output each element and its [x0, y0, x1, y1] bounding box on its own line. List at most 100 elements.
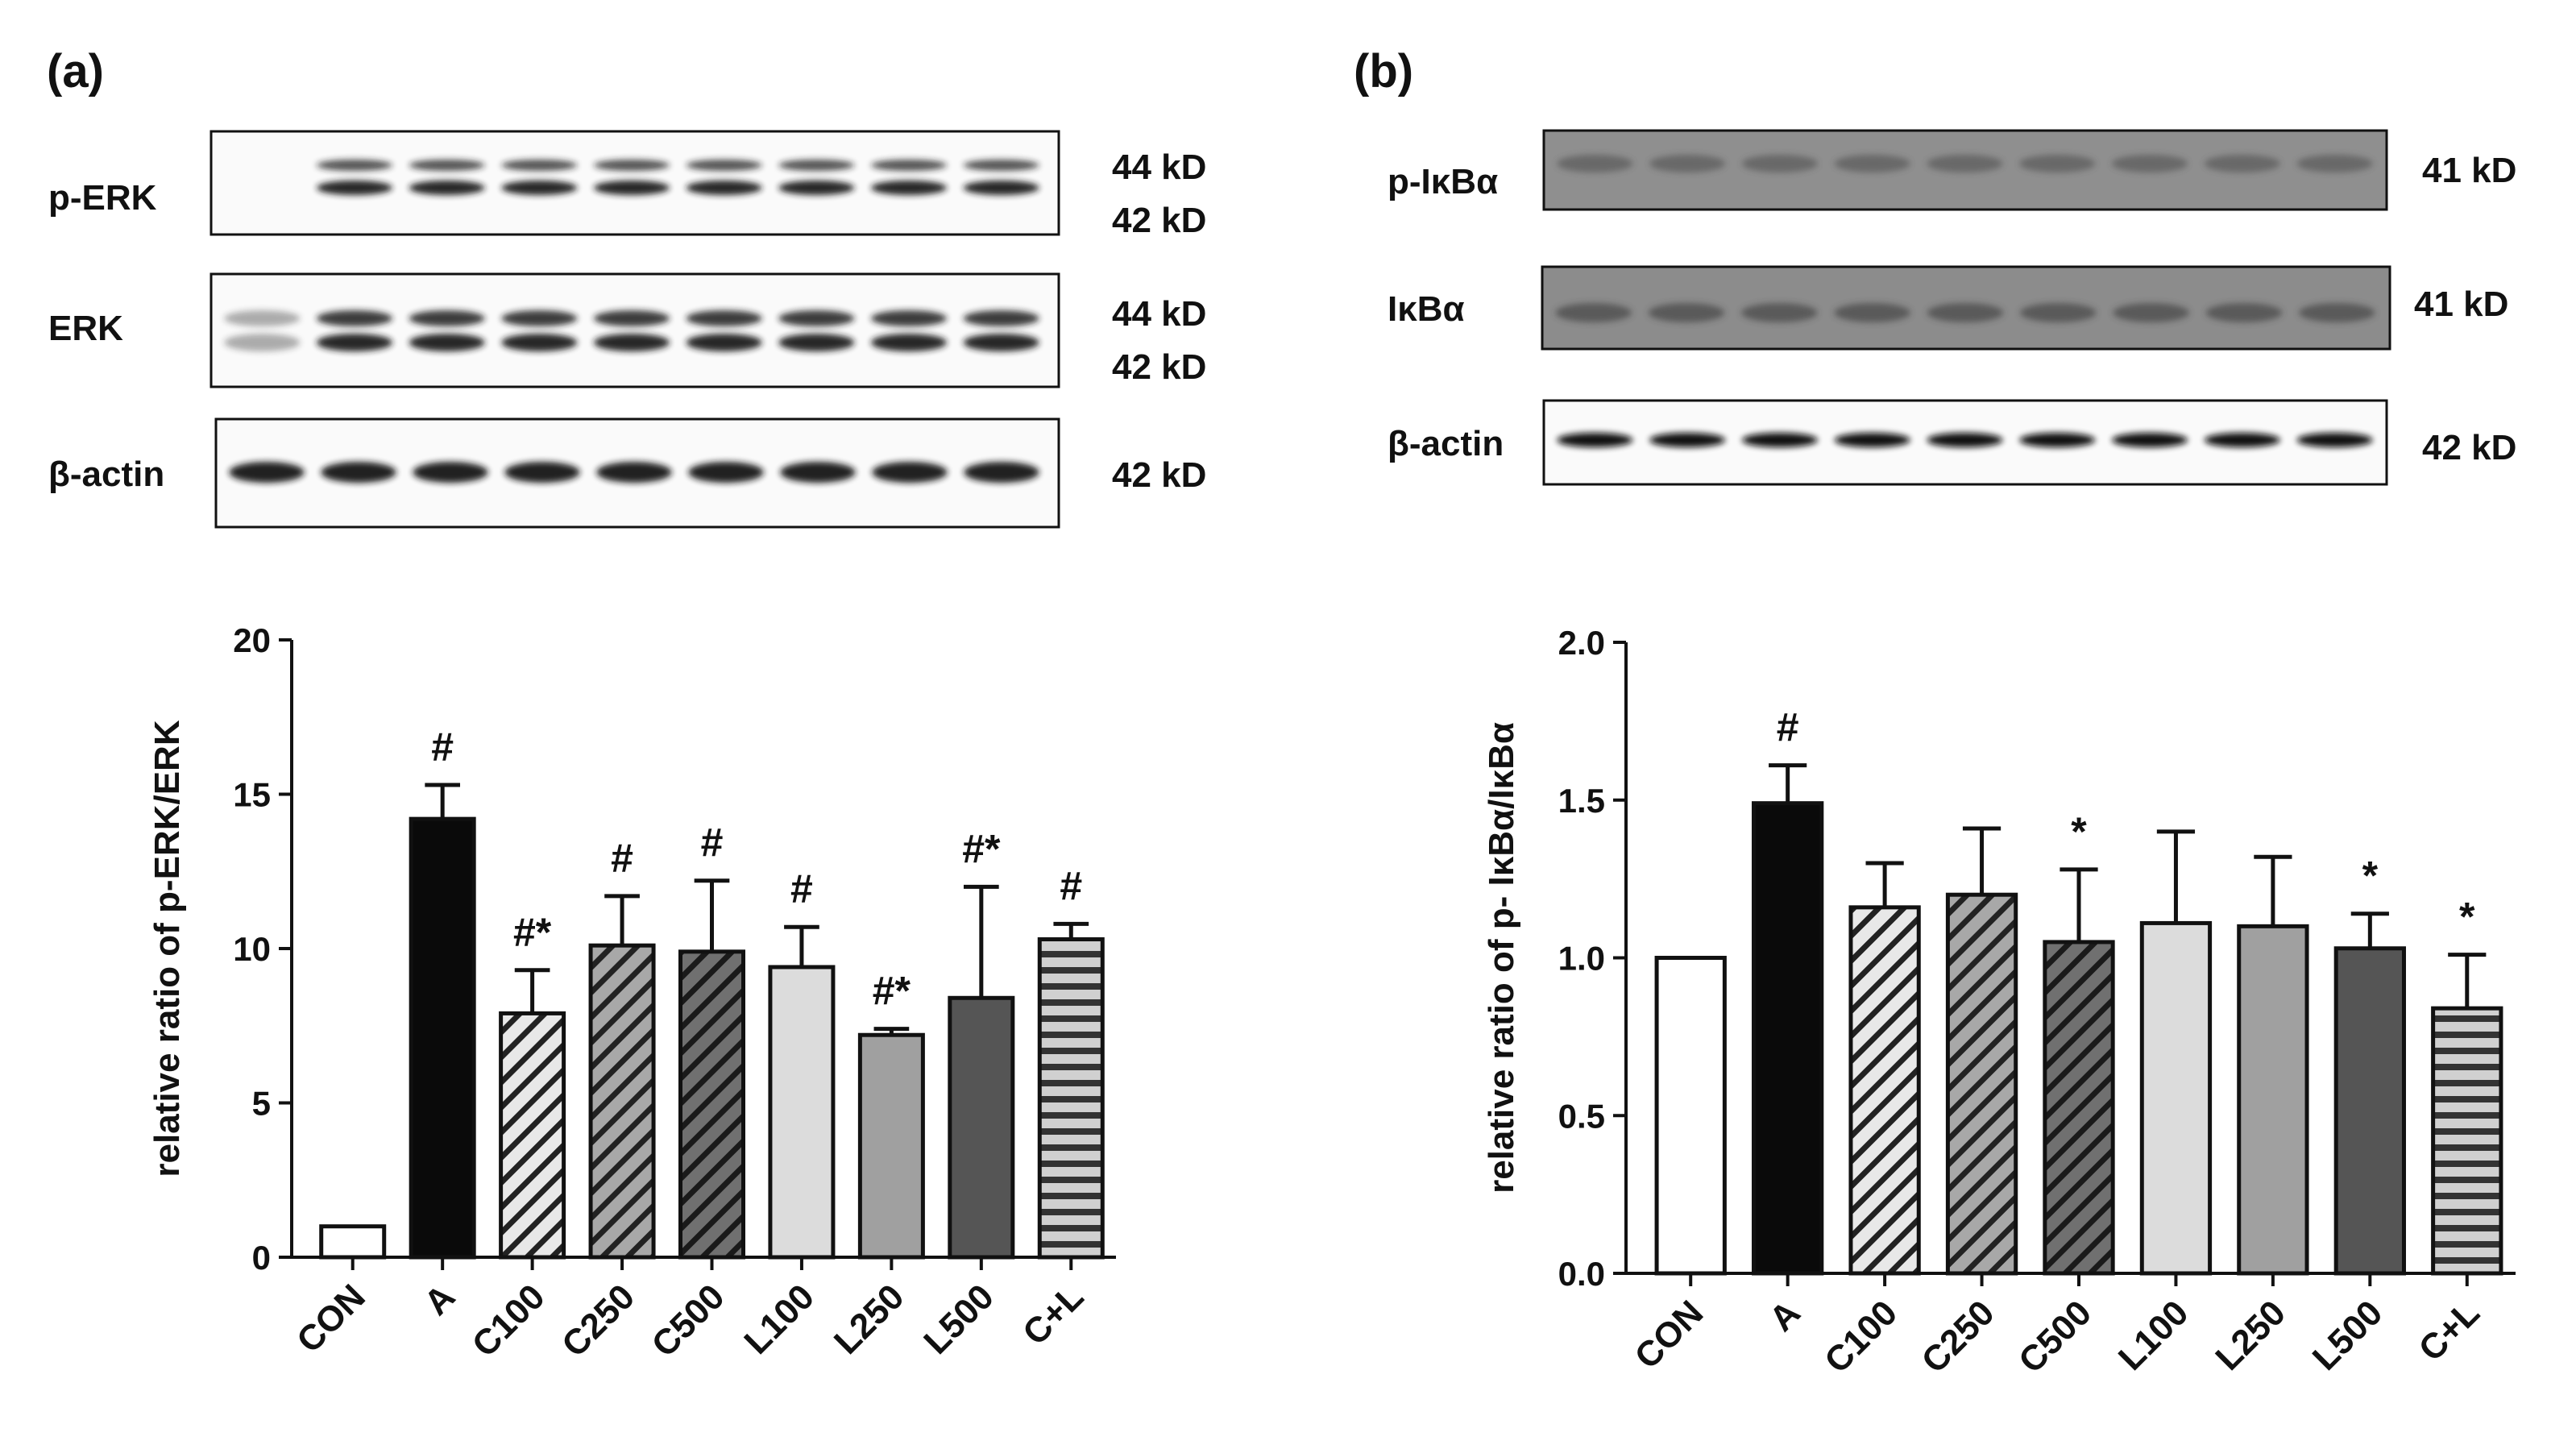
x-tick-label: C250 [554, 1277, 642, 1364]
bar [2237, 924, 2309, 1276]
blot-band [778, 310, 855, 326]
blot-band [409, 181, 485, 195]
bar [1037, 937, 1105, 1260]
x-tick-label: C100 [465, 1277, 553, 1364]
blot-band [870, 160, 948, 171]
significance-label: # [790, 866, 813, 911]
blot-row-name: ERK [48, 309, 123, 348]
bar [948, 995, 1015, 1260]
blot-band [316, 334, 393, 351]
bar [2431, 1006, 2503, 1276]
blot-row: p-ERK 44 kD 42 kD [48, 130, 1206, 240]
blot-band [1927, 433, 2003, 447]
blot-band [1648, 303, 1725, 322]
y-tick-label: 0.0 [1558, 1255, 1605, 1293]
x-tick-label: CON [289, 1277, 373, 1360]
blot-band [2204, 433, 2280, 447]
blot-band [2019, 433, 2096, 447]
blot-band [1649, 155, 1726, 172]
blot-band [321, 462, 396, 483]
blot-band [593, 181, 670, 195]
chart-b: 0.0 0.5 1.0 1.5 2.0 relative ratio of p- IκBα… [1482, 624, 2516, 1381]
band-size-label: 42 kD [2422, 428, 2516, 467]
blot-band [593, 310, 670, 326]
bar [588, 943, 656, 1260]
blot-band [964, 462, 1039, 483]
blot-band [593, 160, 670, 171]
bar [857, 1032, 925, 1260]
blot-row: IκBα 41 kD [1388, 265, 2508, 351]
x-tick-label: C500 [2011, 1293, 2099, 1381]
significance-label: #* [873, 969, 911, 1014]
significance-label: #* [513, 910, 552, 955]
band-size-label: 44 kD [1112, 147, 1206, 187]
blot-band [1834, 155, 1910, 172]
bar [678, 949, 746, 1260]
x-tick-label: C+L [2412, 1293, 2487, 1368]
blot-bands [1557, 433, 2373, 447]
blot-band [963, 181, 1039, 195]
x-tick-label: L500 [916, 1277, 1002, 1362]
band-size-label: 42 kD [1112, 455, 1206, 495]
blot-row: p-IκBα 41 kD [1388, 129, 2516, 211]
blot-band [413, 462, 488, 483]
y-tick-label: 10 [233, 930, 271, 968]
y-tick-label: 5 [252, 1085, 271, 1123]
blot-band [686, 181, 762, 195]
blot-band [1927, 303, 2004, 322]
blot-row: β-actin 42 kD [48, 417, 1206, 529]
blot-band [2113, 303, 2189, 322]
panel-b-label: (b) [1354, 45, 1413, 98]
blot-bands [316, 160, 1039, 195]
y-tick-label: 1.0 [1558, 940, 1605, 978]
blot-band [688, 462, 764, 483]
blot-band [686, 310, 762, 326]
blot-band [2111, 433, 2188, 447]
blot-band [2299, 303, 2375, 322]
blot-band [593, 334, 670, 351]
y-tick-label: 0 [252, 1239, 271, 1277]
panel-a-label: (a) [47, 45, 104, 98]
blot-frame [209, 272, 1060, 388]
y-axis-label: relative ratio of p- IκBα/IκBα [1482, 722, 1521, 1194]
blot-band [963, 310, 1039, 326]
blot-band [778, 160, 855, 171]
blot-band [2020, 303, 2097, 322]
blot-band [501, 160, 578, 171]
bar [768, 965, 836, 1260]
band-size-label: 42 kD [1112, 201, 1206, 240]
blot-band [2204, 155, 2280, 172]
blot-band [2111, 155, 2188, 172]
significance-label: # [1777, 705, 1799, 750]
blot-band [1557, 433, 1633, 447]
blot-band [1834, 303, 1910, 322]
blot-band [780, 462, 856, 483]
blot-band [316, 181, 393, 195]
blot-band [872, 462, 948, 483]
blot-row-name: β-actin [48, 455, 164, 494]
blot-band [870, 334, 948, 351]
blot-band [2205, 303, 2283, 322]
blot-band [1741, 155, 1819, 172]
y-tick-label: 0.5 [1558, 1097, 1605, 1135]
blot-band [1741, 433, 1819, 447]
y-tick-label: 15 [233, 776, 271, 814]
blot-band [2296, 433, 2373, 447]
x-tick-label: L250 [827, 1277, 912, 1362]
bar [319, 1224, 387, 1260]
blot-band [870, 310, 948, 326]
y-axis-label: relative ratio of p-ERK/ERK [147, 720, 187, 1177]
x-tick-label: C250 [1914, 1293, 2002, 1381]
bar [409, 816, 476, 1260]
band-size-label: 42 kD [1112, 347, 1206, 387]
y-tick-label: 1.5 [1558, 782, 1605, 820]
x-tick-label: L250 [2208, 1293, 2293, 1378]
blot-row-name: β-actin [1388, 424, 1504, 463]
bar [1654, 956, 1727, 1276]
x-tick-label: C100 [1817, 1293, 1905, 1381]
bar [1752, 801, 1824, 1276]
blot-bands [229, 462, 1039, 483]
blot-band [1557, 155, 1633, 172]
band-size-label: 41 kD [2422, 151, 2516, 190]
blot-band [778, 181, 855, 195]
